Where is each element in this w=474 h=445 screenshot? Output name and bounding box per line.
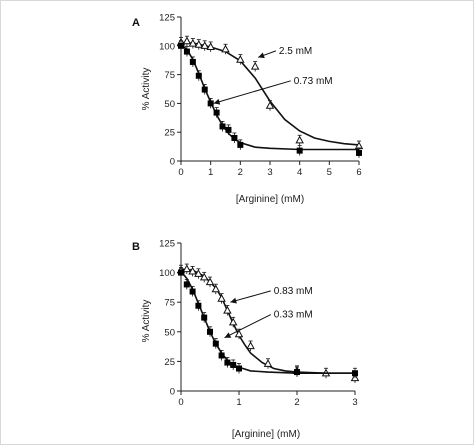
y-tick-label: 75 [164,70,175,81]
annotations: 2.5 mM 0.73 mM [213,46,333,105]
data-point-triangle [199,272,209,281]
x-tick-label: 4 [297,167,302,178]
panel-label: A [132,17,140,29]
data-point-triangle [265,101,275,109]
data-point-triangle [194,40,204,48]
annotation-arrowhead [258,52,265,59]
data-point-square [213,109,220,116]
data-point-square [237,141,244,148]
x-tick-label: 2 [294,397,299,408]
x-tick-label: 3 [267,167,272,178]
y-tick-label: 125 [159,13,175,24]
panel-a: A 0 25 50 75 100 125 0 1 2 3 4 5 6 2.5 mM 0.73 mM [Ar… [132,13,364,205]
data-point-triangle [205,277,215,286]
axes: 0 25 50 75 100 125 0 1 2 3 [159,239,358,409]
data-point-square [294,369,300,376]
data-point-square [219,123,226,130]
x-tick-label: 6 [356,167,361,178]
y-tick-label: 50 [164,327,175,338]
annotations: 0.83 mM 0.33 mM [224,286,313,339]
data-point-triangle [295,135,304,144]
data-point-triangle [223,305,232,314]
fit-line [180,43,359,151]
annotation-label: 0.83 mM [274,286,313,297]
panel-label: B [132,241,140,253]
data-point-triangle [182,264,192,273]
x-axis-label: [Arginine] (mM) [236,194,304,205]
data-point-triangle [228,317,238,326]
data-point-triangle [263,359,273,367]
data-point-square [189,288,196,295]
data-point-triangle [182,36,192,45]
y-tick-label: 25 [164,357,175,368]
y-tick-label: 100 [159,268,175,279]
fit-line [180,270,355,374]
y-tick-label: 50 [164,99,175,110]
y-tick-label: 125 [159,239,175,250]
data-point-square [212,340,219,347]
data-point-square [296,147,303,154]
x-tick-label: 0 [178,167,183,178]
data-point-triangle [200,41,209,49]
y-axis-label: % Activity [141,300,152,343]
y-tick-label: 25 [164,128,175,139]
y-tick-label: 0 [170,157,175,168]
annotation-arrow [213,80,291,104]
annotation-arrowhead [213,98,221,105]
x-tick-label: 3 [352,397,357,408]
data-point-square [189,58,196,65]
data-point-triangle [221,44,230,53]
data-point-square [352,370,358,377]
data-point-square [207,328,213,335]
x-tick-label: 1 [236,397,241,408]
y-tick-label: 0 [170,387,175,398]
data-point-square [201,314,208,321]
data-point-square [207,100,214,107]
data-point-triangle [217,294,226,302]
data-point-square [231,134,238,141]
data-point-square [183,48,190,55]
annotation-label: 2.5 mM [279,46,312,57]
x-tick-label: 2 [238,167,243,178]
annotation-label: 0.73 mM [294,76,333,87]
annotation-arrowhead [230,297,237,304]
annotation-label: 0.33 mM [274,310,313,321]
x-tick-label: 0 [178,397,183,408]
data-point-square [201,86,208,93]
data-point-square [230,361,237,368]
data-point-square [224,359,231,366]
x-tick-label: 1 [208,167,213,178]
data-point-triangle [206,42,215,51]
data-point-square [178,269,184,276]
y-tick-label: 100 [159,41,175,52]
data-point-square [183,281,190,288]
y-axis-label: % Activity [141,68,152,111]
marks [176,263,360,383]
y-tick-label: 75 [164,298,175,309]
annotation-arrowhead [224,332,232,338]
x-axis-label: [Arginine] (mM) [232,429,300,440]
data-point-triangle [246,341,255,350]
data-point-square [218,352,225,359]
annotation-arrow [224,314,272,339]
data-point-triangle [194,269,203,277]
axes: 0 25 50 75 100 125 0 1 2 3 4 5 6 [159,13,362,179]
data-point-triangle [211,284,221,293]
data-point-square [178,42,184,49]
data-point-triangle [250,61,260,70]
data-point-triangle [188,38,198,47]
data-point-square [236,365,242,372]
annotation-arrow [230,290,271,303]
data-point-square [195,302,202,309]
data-point-square [225,126,232,133]
data-point-triangle [234,329,244,338]
data-point-triangle [236,54,245,63]
panel-b: B 0 25 50 75 100 125 0 1 2 3 0.83 mM 0.33 mM [Argi… [132,239,360,440]
data-point-square [195,72,202,79]
x-tick-label: 5 [327,167,332,178]
data-point-square [356,149,362,156]
data-point-triangle [188,266,197,275]
marks [176,35,364,158]
